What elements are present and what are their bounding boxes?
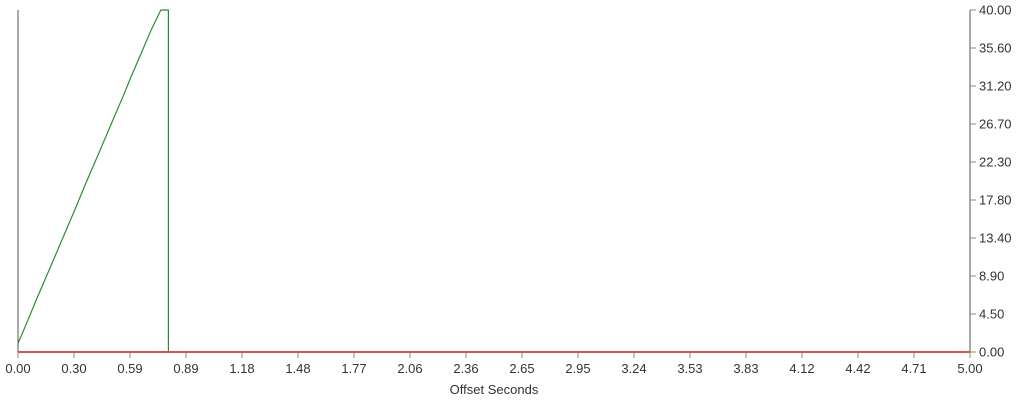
y-tick-label: 8.90 — [979, 269, 1004, 284]
x-tick-label: 0.59 — [117, 361, 142, 376]
x-tick-label: 1.18 — [229, 361, 254, 376]
y-tick-label: 31.20 — [979, 79, 1012, 94]
y-tick-label: 17.80 — [979, 193, 1012, 208]
y-tick-label: 4.50 — [979, 307, 1004, 322]
x-tick-label: 5.00 — [957, 361, 982, 376]
series-layer — [17, 9, 970, 353]
x-tick-label: 2.36 — [453, 361, 478, 376]
x-tick-label: 2.06 — [397, 361, 422, 376]
y-tick-label: 22.30 — [979, 155, 1012, 170]
x-tick-label: 4.71 — [901, 361, 926, 376]
y-tick-label: 0.00 — [979, 345, 1004, 360]
y-tick-label: 26.70 — [979, 117, 1012, 132]
x-tick-label: 0.30 — [61, 361, 86, 376]
x-tick-label: 2.65 — [509, 361, 534, 376]
x-tick-label: 1.48 — [285, 361, 310, 376]
y-tick-label: 35.60 — [979, 41, 1012, 56]
x-tick-label: 3.24 — [621, 361, 646, 376]
x-tick-label: 4.12 — [789, 361, 814, 376]
x-tick-label: 0.89 — [173, 361, 198, 376]
x-tick-label: 4.42 — [845, 361, 870, 376]
axes-layer — [17, 10, 971, 353]
y-tick-group: 0.00 4.50 8.90 13.40 17.80 22.30 26.70 31.20 35.… — [970, 3, 1012, 360]
y-tick-label: 40.00 — [979, 3, 1012, 18]
x-tick-label: 0.00 — [5, 361, 30, 376]
y-tick-label: 13.40 — [979, 231, 1012, 246]
series-line-1 — [17, 9, 169, 352]
x-tick-label: 3.53 — [677, 361, 702, 376]
x-tick-label: 3.83 — [733, 361, 758, 376]
x-tick-label: 1.77 — [341, 361, 366, 376]
x-tick-label: 2.95 — [565, 361, 590, 376]
x-tick-group: 0.00 0.30 0.59 0.89 1.18 1.48 1.77 2.06 2.36 2.65… — [5, 352, 983, 376]
x-axis-title: Offset Seconds — [450, 382, 539, 397]
